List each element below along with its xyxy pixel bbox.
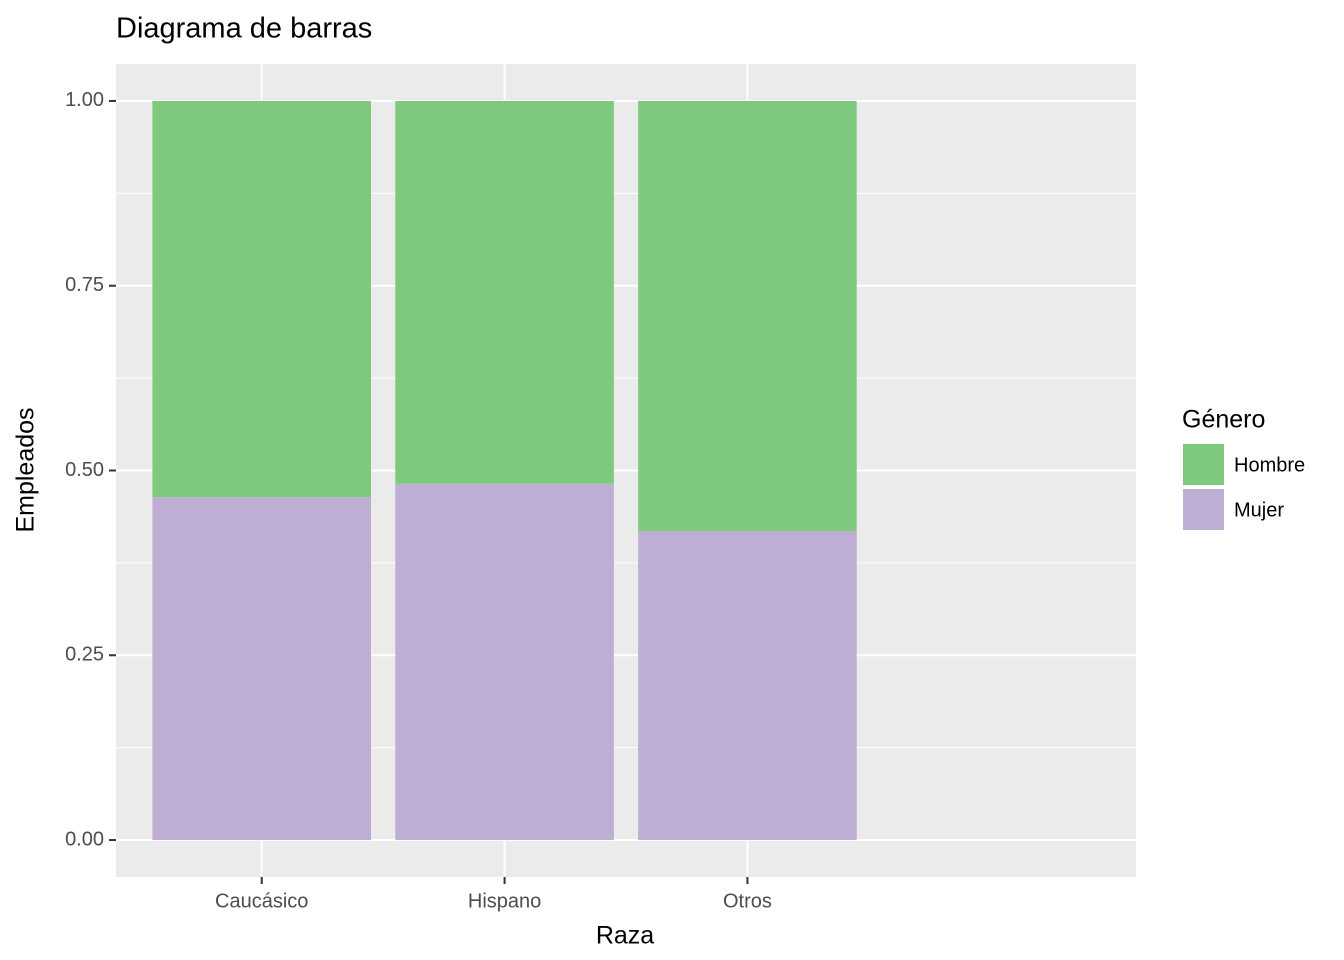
bar-segment: [638, 531, 857, 841]
bar-segment: [152, 100, 371, 498]
y-tick-label: 0.25: [65, 644, 104, 666]
bar-segment: [638, 100, 857, 532]
legend-key: [1183, 489, 1224, 530]
x-tick-label: Hispano: [468, 890, 541, 912]
y-tick-label: 0.00: [65, 828, 104, 850]
bar-segment: [395, 483, 614, 841]
y-tick-label: 0.75: [65, 274, 104, 296]
x-tick-label: Caucásico: [215, 890, 308, 912]
legend-label: Mujer: [1234, 499, 1284, 521]
legend-key: [1183, 444, 1224, 485]
bars: [152, 100, 857, 841]
y-axis-title: Empleados: [12, 407, 40, 532]
y-tick-label: 1.00: [65, 89, 104, 111]
x-axis-title: Raza: [596, 922, 654, 950]
x-tick-label: Otros: [723, 890, 772, 912]
bar-segment: [395, 100, 614, 484]
bar-segment: [152, 497, 371, 841]
legend-title: Género: [1182, 406, 1265, 434]
legend-label: Hombre: [1234, 454, 1305, 476]
chart-title: Diagrama de barras: [116, 13, 372, 45]
y-tick-label: 0.50: [65, 459, 104, 481]
